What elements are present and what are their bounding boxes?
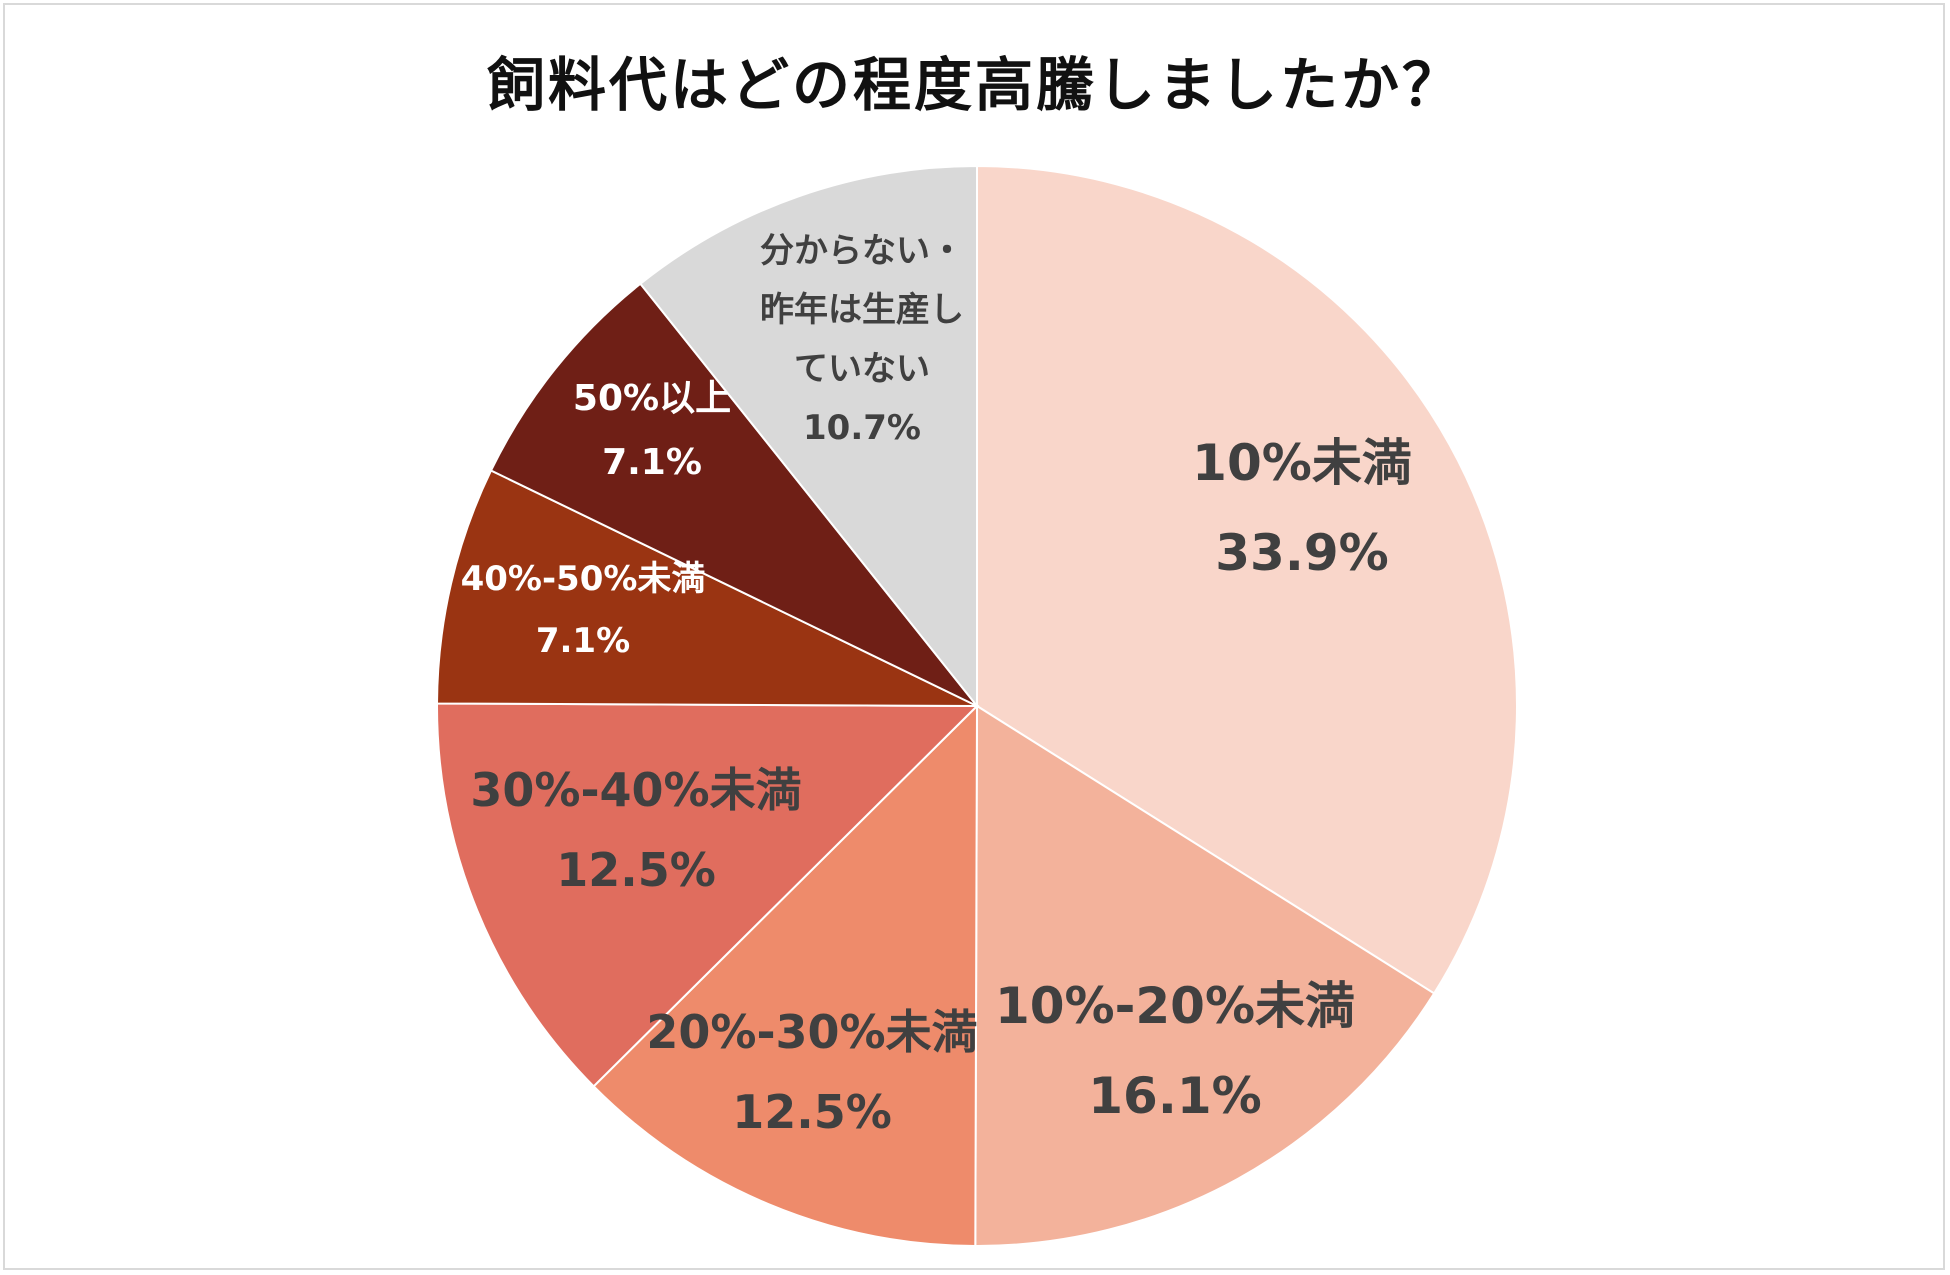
pie-slice — [489, 282, 978, 707]
slice-value-label: 16.1% — [1088, 1067, 1261, 1125]
slice-category-label: 昨年は生産し — [760, 290, 964, 330]
slice-value-label: 7.1% — [602, 442, 702, 483]
slice-category-label: 分からない・ — [760, 231, 964, 271]
slice-category-label: 30%-40%未満 — [470, 763, 801, 817]
slice-category-label: 20%-30%未満 — [646, 1005, 977, 1059]
slice-category-label: 50%以上 — [573, 378, 731, 419]
slice-value-label: 12.5% — [556, 843, 716, 897]
pie-slice — [436, 469, 978, 707]
chart-title: 飼料代はどの程度高騰しましたか？ — [486, 51, 1463, 119]
slice-value-label: 10.7% — [803, 408, 921, 448]
slice-category-label: ていない — [794, 349, 930, 389]
pie-slice — [592, 703, 979, 1248]
pie-slice — [974, 704, 1436, 1248]
slice-value-label: 7.1% — [536, 621, 630, 661]
slice-category-label: 40%-50%未満 — [461, 559, 706, 599]
slice-value-label: 12.5% — [732, 1085, 892, 1139]
pie-slice — [639, 164, 978, 709]
slice-category-label: 10%-20%未満 — [995, 977, 1355, 1035]
pie-slice — [436, 702, 980, 1088]
slice-category-label: 10%未満 — [1192, 434, 1412, 492]
slice-value-label: 33.9% — [1215, 524, 1388, 582]
pie-slice — [976, 164, 1518, 995]
